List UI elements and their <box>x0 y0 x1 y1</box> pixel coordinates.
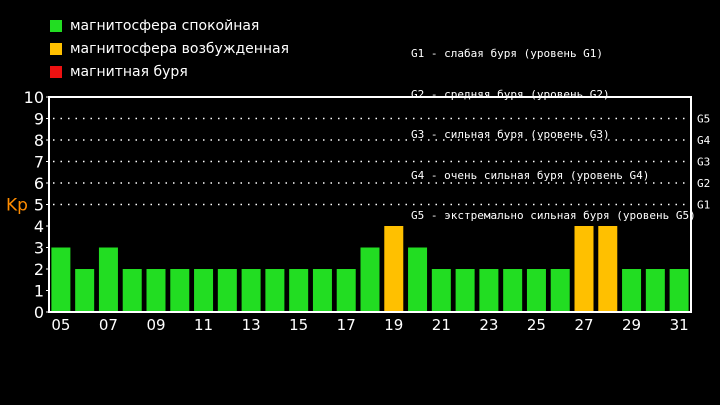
bar-24 <box>503 269 523 312</box>
bar-09 <box>146 269 166 312</box>
g-level-label: G1 <box>697 199 710 212</box>
y-tick-label: 0 <box>34 303 44 322</box>
bar-25 <box>526 269 546 312</box>
bar-17 <box>336 269 356 312</box>
bar-30 <box>645 269 665 312</box>
y-tick-label: 2 <box>34 260 44 279</box>
x-tick-label: 27 <box>574 316 593 334</box>
legend-label-quiet: магнитосфера спокойная <box>70 17 260 34</box>
bar-11 <box>194 269 214 312</box>
legend-label-active: магнитосфера возбужденная <box>70 40 290 57</box>
g-level-label: G3 <box>697 156 710 169</box>
bar-21 <box>431 269 451 312</box>
bar-07 <box>98 247 118 312</box>
y-tick-label: 9 <box>34 110 44 129</box>
x-tick-label: 17 <box>337 316 356 334</box>
bar-12 <box>217 269 237 312</box>
bar-08 <box>122 269 142 312</box>
x-tick-label: 07 <box>99 316 118 334</box>
g-level-label: G4 <box>697 134 711 147</box>
bar-15 <box>289 269 309 312</box>
legend-label-storm: магнитная буря <box>70 63 188 80</box>
bar-06 <box>75 269 95 312</box>
y-tick-label: 1 <box>34 282 44 301</box>
g-level-legend: G1 - слабая буря (уровень G1) G2 - средн… <box>411 20 696 236</box>
x-tick-label: 23 <box>479 316 498 334</box>
x-tick-label: 09 <box>146 316 165 334</box>
x-tick-label: 31 <box>670 316 689 334</box>
bar-10 <box>170 269 190 312</box>
legend: магнитосфера спокойная магнитосфера возб… <box>50 14 289 83</box>
bar-22 <box>455 269 475 312</box>
x-tick-label: 21 <box>432 316 451 334</box>
legend-swatch-quiet <box>50 19 62 32</box>
x-tick-label: 19 <box>384 316 403 334</box>
bar-18 <box>360 247 380 312</box>
g-legend-line-g4: G4 - очень сильная буря (уровень G4) <box>411 168 650 182</box>
x-tick-label: 05 <box>51 316 70 334</box>
legend-item-storm: магнитная буря <box>50 60 289 83</box>
g-legend-line-g3: G3 - сильная буря (уровень G3) <box>411 128 610 141</box>
legend-swatch-storm <box>50 65 62 78</box>
g-legend-line-g5: G5 - экстремально сильная буря (уровень … <box>411 209 696 222</box>
g-legend-line-g1: G1 - слабая буря (уровень G1) <box>411 47 604 60</box>
bar-28 <box>598 226 618 312</box>
x-tick-label: 15 <box>289 316 308 334</box>
legend-swatch-active <box>50 42 62 55</box>
y-tick-label: 7 <box>34 153 44 172</box>
legend-item-active: магнитосфера возбужденная <box>50 37 289 60</box>
x-tick-label: 11 <box>194 316 213 334</box>
legend-item-quiet: магнитосфера спокойная <box>50 14 289 37</box>
y-tick-label: 4 <box>34 217 44 236</box>
bar-23 <box>479 269 499 312</box>
bar-20 <box>408 247 428 312</box>
bar-29 <box>622 269 642 312</box>
bar-26 <box>550 269 570 312</box>
bar-16 <box>312 269 332 312</box>
x-tick-label: 29 <box>622 316 641 334</box>
bar-05 <box>51 247 71 312</box>
y-axis-label: Kp <box>6 196 28 216</box>
y-tick-label: 8 <box>34 131 44 150</box>
y-tick-label: 3 <box>34 239 44 258</box>
bar-13 <box>241 269 261 312</box>
y-tick-label: 6 <box>34 174 44 193</box>
x-tick-label: 13 <box>242 316 261 334</box>
bar-27 <box>574 226 594 312</box>
y-tick-label: 10 <box>24 88 44 107</box>
g-level-label: G2 <box>697 177 710 190</box>
bar-19 <box>384 226 404 312</box>
bar-31 <box>669 269 689 312</box>
y-tick-label: 5 <box>34 196 44 215</box>
bar-14 <box>265 269 285 312</box>
x-tick-label: 25 <box>527 316 546 334</box>
g-level-label: G5 <box>697 113 710 126</box>
